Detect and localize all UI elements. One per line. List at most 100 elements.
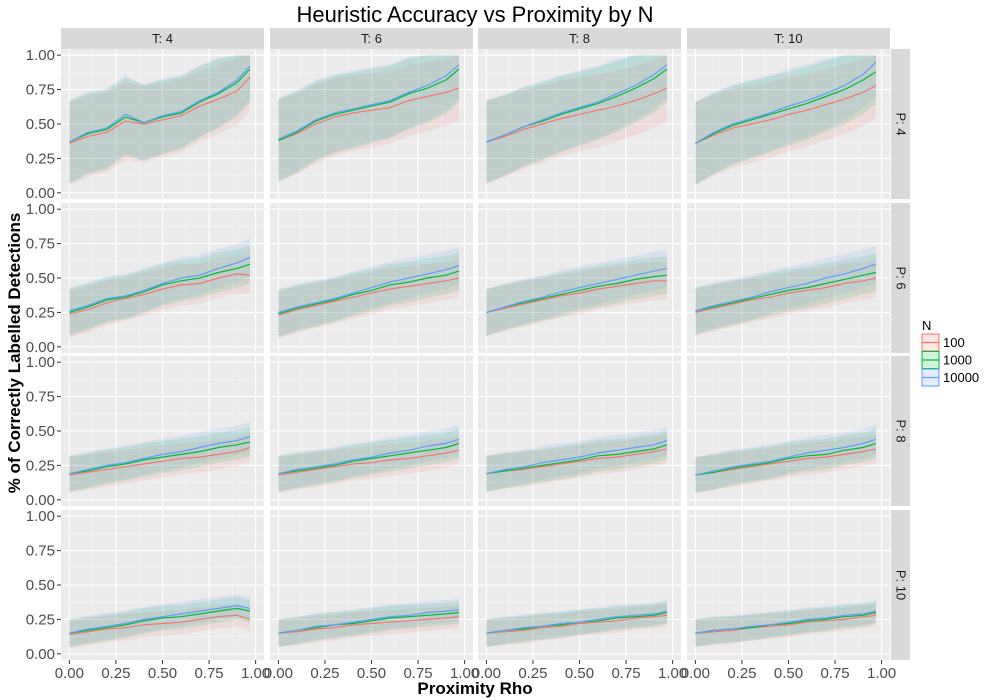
y-tick-label: 0.25 (26, 611, 55, 628)
series-line-1000 (278, 611, 460, 634)
confidence-band-1000 (695, 429, 876, 493)
x-tick-label: 0.75 (403, 665, 432, 682)
facet-panel (687, 203, 890, 353)
series-line-1000 (278, 270, 460, 315)
confidence-band-1000 (69, 55, 251, 184)
series-line-1000 (695, 71, 877, 144)
series-line-100 (486, 614, 668, 634)
chart-title: Heuristic Accuracy vs Proximity by N (297, 2, 654, 27)
confidence-band-100 (695, 55, 876, 185)
facet-strip-label: P: 10 (894, 570, 909, 600)
x-tick-label: 0.25 (727, 665, 756, 682)
x-axis-title: Proximity Rho (417, 679, 532, 698)
facet-strip-right (891, 510, 910, 660)
facet-panel (270, 203, 473, 353)
confidence-band-10000 (486, 249, 667, 336)
confidence-band-10000 (69, 55, 251, 184)
y-tick-label: 0.75 (26, 543, 55, 560)
confidence-band-1000 (278, 429, 459, 492)
confidence-band-100 (486, 434, 667, 492)
legend-label: 100 (943, 335, 965, 350)
x-tick-label: 0.75 (194, 665, 223, 682)
series-line-10000 (69, 604, 251, 634)
y-tick-label: 1.00 (26, 201, 55, 218)
y-tick-label: 0.50 (26, 577, 55, 594)
y-tick-label: 0.00 (26, 339, 55, 356)
y-tick-label: 0.00 (26, 492, 55, 509)
confidence-band-1000 (69, 427, 251, 492)
series-line-10000 (695, 610, 877, 634)
y-tick-label: 0.50 (26, 423, 55, 440)
facet-panels: T: 4 T: 6 T: 8 T: 10P: 4P: 6P: 8P: 100.000.… (26, 28, 910, 682)
y-tick-label: 0.25 (26, 457, 55, 474)
series-line-100 (69, 273, 251, 315)
series-line-100 (69, 446, 251, 476)
facet-panel (478, 356, 681, 506)
facet-panel (687, 356, 890, 506)
confidence-band-10000 (69, 422, 251, 492)
confidence-band-10000 (695, 55, 876, 185)
y-tick-label: 0.75 (26, 82, 55, 99)
x-tick-label: 0.00 (472, 665, 501, 682)
facet-strip-right (891, 203, 910, 353)
series-line-10000 (695, 61, 877, 144)
series-line-10000 (278, 265, 460, 313)
confidence-band-1000 (486, 55, 667, 184)
confidence-band-100 (695, 259, 876, 336)
x-tick-label: 0.25 (101, 665, 130, 682)
facet-strip-right (891, 356, 910, 506)
series-line-1000 (278, 68, 460, 142)
facet-strip-label: T: 6 (361, 31, 382, 46)
series-line-100 (695, 277, 877, 313)
x-tick-label: 0.00 (55, 665, 84, 682)
series-line-1000 (486, 274, 668, 313)
series-line-100 (695, 448, 877, 476)
confidence-band-10000 (69, 594, 251, 647)
confidence-band-10000 (486, 426, 667, 492)
y-tick-label: 0.50 (26, 116, 55, 133)
series-line-1000 (278, 442, 460, 475)
series-line-1000 (69, 607, 251, 634)
series-line-100 (278, 616, 460, 634)
facet-strip-top (478, 28, 681, 49)
series-line-100 (486, 280, 667, 313)
x-tick-label: 1.00 (241, 665, 270, 682)
series-line-100 (486, 448, 668, 475)
x-tick-label: 0.00 (681, 665, 710, 682)
y-tick-label: 0.00 (26, 646, 55, 663)
confidence-band-100 (486, 55, 667, 184)
facet-panel (270, 510, 473, 660)
series-line-10000 (69, 435, 251, 475)
series-line-1000 (486, 444, 668, 475)
series-line-100 (486, 87, 668, 143)
series-line-100 (695, 614, 877, 634)
series-line-10000 (69, 65, 251, 143)
facet-panel (478, 49, 681, 199)
y-tick-label: 0.50 (26, 270, 55, 287)
series-line-10000 (486, 267, 668, 313)
facet-panel (270, 356, 473, 506)
series-line-100 (69, 76, 251, 144)
legend-label: 10000 (943, 370, 979, 385)
series-line-10000 (69, 256, 251, 312)
x-tick-label: 0.50 (148, 665, 177, 682)
x-tick-label: 0.75 (611, 665, 640, 682)
confidence-band-100 (486, 261, 667, 336)
series-line-1000 (695, 271, 877, 312)
y-tick-label: 0.25 (26, 304, 55, 321)
facet-strip-right (891, 49, 910, 199)
series-line-100 (278, 277, 460, 316)
facet-panel (478, 510, 681, 660)
facet-strip-label: P: 8 (894, 419, 909, 442)
confidence-band-1000 (486, 256, 667, 336)
x-tick-label: 1.00 (867, 665, 896, 682)
series-line-1000 (69, 68, 251, 143)
y-tick-label: 1.00 (26, 508, 55, 525)
facet-panel (61, 49, 264, 199)
facet-panel (687, 510, 890, 660)
series-line-10000 (278, 64, 460, 140)
confidence-band-100 (278, 436, 459, 493)
facet-panel (270, 49, 473, 199)
confidence-band-100 (69, 254, 251, 338)
